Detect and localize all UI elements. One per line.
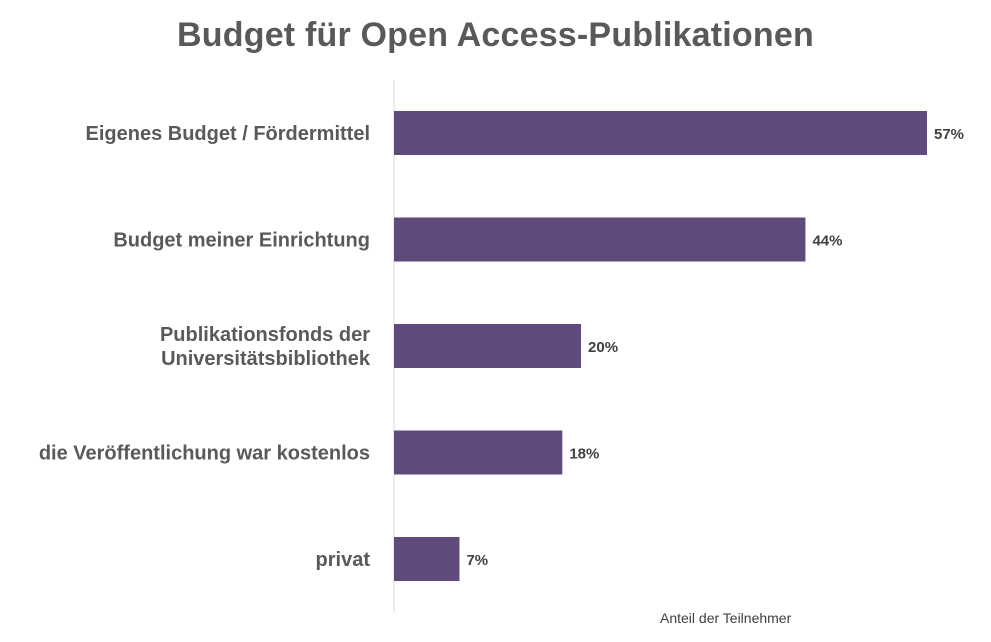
value-label-3: 20% [588, 339, 618, 356]
category-label-1: Eigenes Budget / Fördermittel [86, 123, 370, 145]
value-label-1: 57% [934, 126, 964, 143]
category-label-2: Budget meiner Einrichtung [113, 230, 370, 252]
bar-5 [394, 537, 460, 581]
bar-4 [394, 430, 563, 475]
category-label-3-line-2: Universitätsbibliothek [161, 348, 371, 370]
value-label-4: 18% [569, 446, 599, 463]
bar-1 [394, 111, 927, 155]
bar-2 [394, 217, 806, 262]
x-axis-label: Anteil der Teilnehmer [660, 610, 792, 626]
category-label-5: privat [316, 549, 371, 571]
bar-3 [394, 324, 582, 368]
chart-title: Budget für Open Access-Publikationen [177, 16, 814, 54]
category-label-4: die Veröffentlichung war kostenlos [39, 443, 370, 465]
category-label-3-line-1: Publikationsfonds der [160, 324, 370, 346]
value-label-5: 7% [466, 552, 488, 569]
value-label-2: 44% [812, 233, 842, 250]
bars-layer: 57% Eigenes Budget / Fördermittel 44% Budge… [39, 111, 964, 581]
